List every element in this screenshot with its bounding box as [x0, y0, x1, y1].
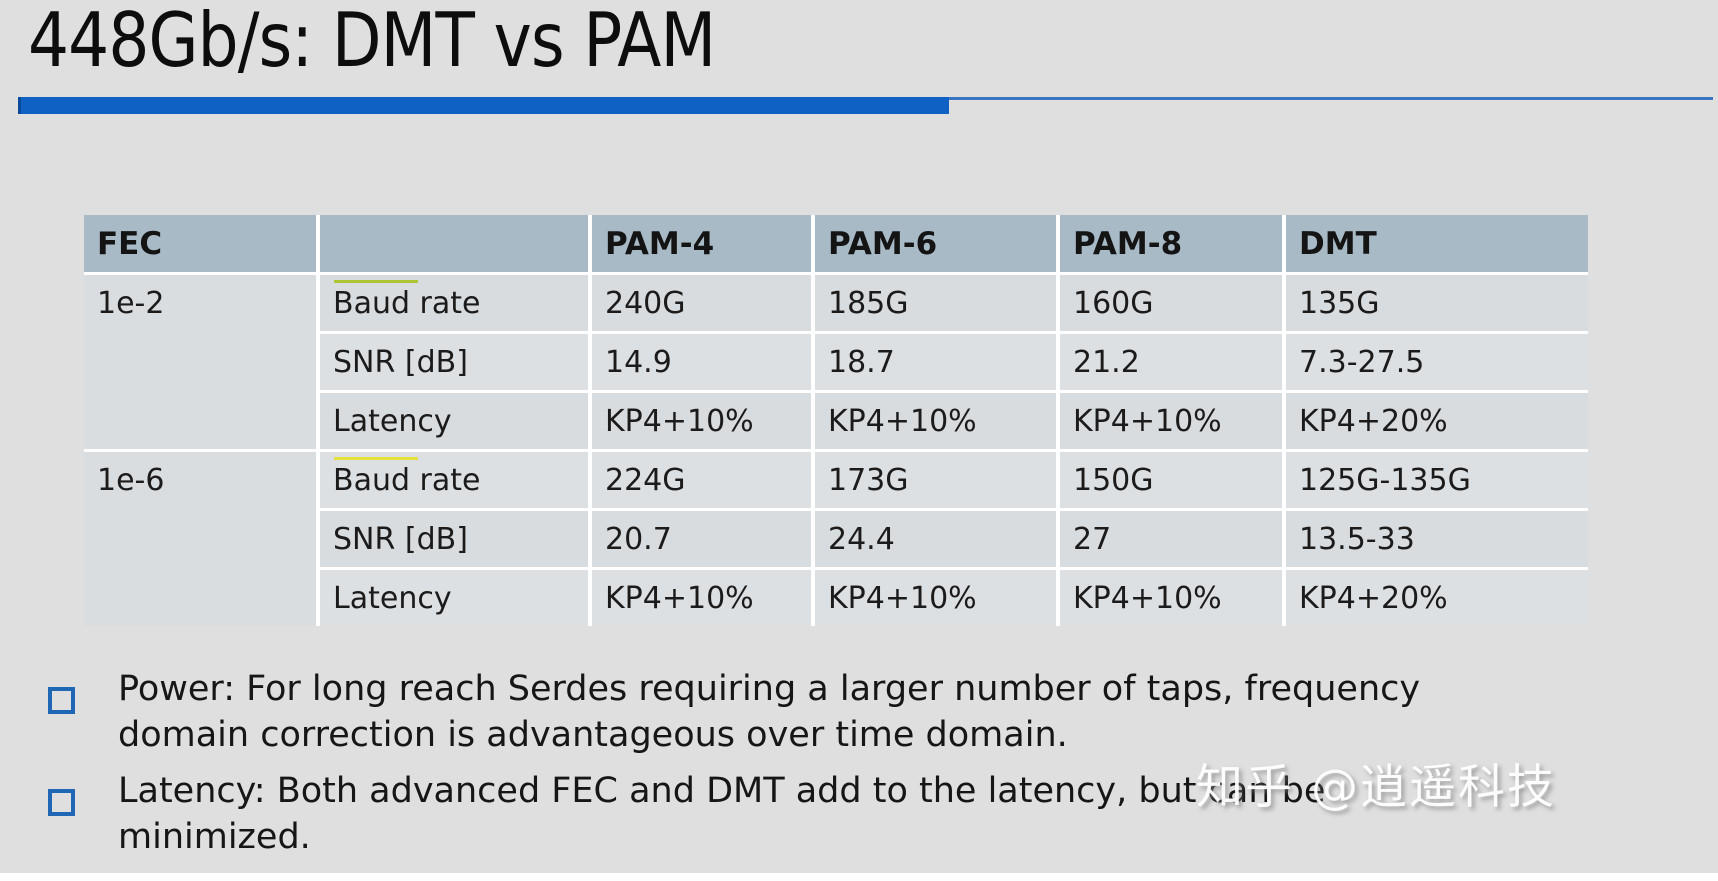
param-label: Baud rate	[333, 462, 481, 498]
bullet-line: domain correction is advantageous over t…	[118, 715, 1068, 755]
comparison-table: FEC PAM-4 PAM-6 PAM-8 DMT 1e-2 1e-6 Baud…	[84, 215, 1588, 626]
param-label: SNR [dB]	[333, 521, 468, 557]
param-cell: Baud rate	[320, 452, 588, 508]
param-label: Baud rate	[333, 285, 481, 321]
bullet-line: minimized.	[118, 817, 311, 857]
value-cell: 24.4	[815, 511, 1056, 567]
value-cell: 14.9	[592, 334, 811, 390]
proofing-mark	[334, 457, 418, 460]
value-cell: KP4+20%	[1286, 570, 1588, 626]
bullet-square-icon	[48, 789, 75, 816]
bullet-line: Power: For long reach Serdes requiring a…	[118, 669, 1421, 709]
table-header-pam6: PAM-6	[815, 215, 1056, 272]
table-header-pam8: PAM-8	[1060, 215, 1282, 272]
table-header-dmt: DMT	[1286, 215, 1588, 272]
param-label: Latency	[333, 580, 452, 616]
value-cell: 20.7	[592, 511, 811, 567]
value-cell: KP4+10%	[815, 570, 1056, 626]
bullet-square-icon	[48, 687, 75, 714]
value-cell: 7.3-27.5	[1286, 334, 1588, 390]
accent-bar	[18, 97, 949, 114]
value-cell: 240G	[592, 275, 811, 331]
param-cell: Latency	[320, 393, 588, 449]
value-cell: 185G	[815, 275, 1056, 331]
bullet-latency: Latency: Both advanced FEC and DMT add t…	[118, 768, 1325, 860]
bottom-strip	[0, 873, 1718, 881]
param-cell: Latency	[320, 570, 588, 626]
value-cell: 173G	[815, 452, 1056, 508]
value-cell: 13.5-33	[1286, 511, 1588, 567]
value-cell: 150G	[1060, 452, 1282, 508]
value-cell: KP4+10%	[1060, 570, 1282, 626]
value-cell: 21.2	[1060, 334, 1282, 390]
param-cell: SNR [dB]	[320, 334, 588, 390]
value-cell: 135G	[1286, 275, 1588, 331]
value-cell: KP4+10%	[592, 393, 811, 449]
value-cell: KP4+10%	[815, 393, 1056, 449]
fec-cell-1e-2: 1e-2	[84, 275, 316, 449]
value-cell: 224G	[592, 452, 811, 508]
value-cell: KP4+10%	[1060, 393, 1282, 449]
value-cell: 27	[1060, 511, 1282, 567]
param-cell: SNR [dB]	[320, 511, 588, 567]
bullet-power: Power: For long reach Serdes requiring a…	[118, 666, 1420, 758]
bullet-line: Latency: Both advanced FEC and DMT add t…	[118, 771, 1326, 811]
table-header-pam4: PAM-4	[592, 215, 811, 272]
param-cell: Baud rate	[320, 275, 588, 331]
table-header-blank	[320, 215, 588, 272]
watermark: 知乎 @逍遥科技	[1196, 760, 1556, 815]
value-cell: 160G	[1060, 275, 1282, 331]
value-cell: 18.7	[815, 334, 1056, 390]
value-cell: KP4+20%	[1286, 393, 1588, 449]
value-cell: 125G-135G	[1286, 452, 1588, 508]
fec-cell-1e-6: 1e-6	[84, 452, 316, 626]
slide-title: 448Gb/s: DMT vs PAM	[28, 0, 716, 84]
param-label: Latency	[333, 403, 452, 439]
table-header-fec: FEC	[84, 215, 316, 272]
proofing-mark	[334, 280, 418, 283]
value-cell: KP4+10%	[592, 570, 811, 626]
param-label: SNR [dB]	[333, 344, 468, 380]
